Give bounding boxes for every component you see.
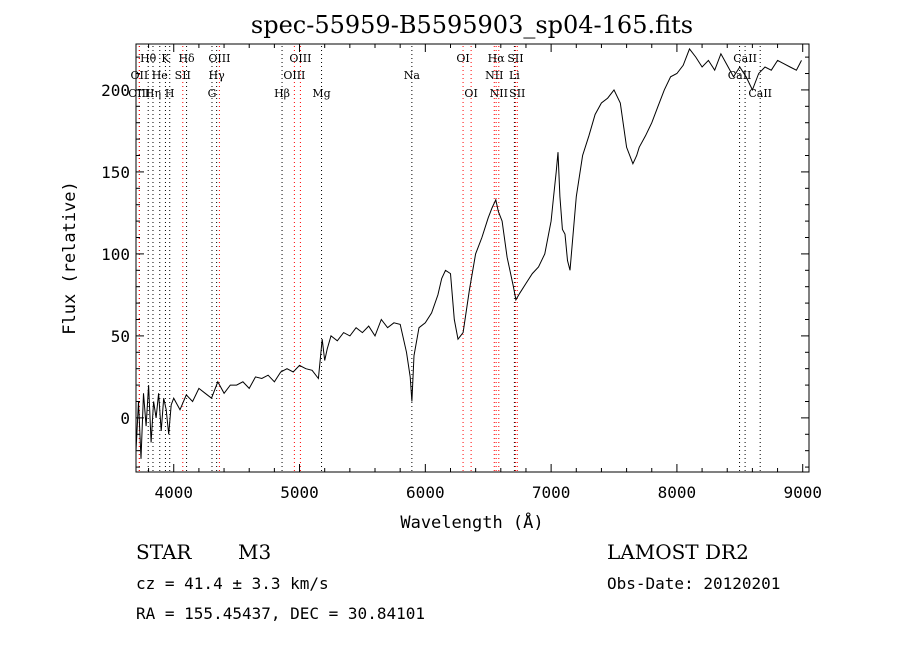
coordinates: RA = 155.45437, DEC = 30.84101 — [136, 604, 425, 623]
spectrum-plot: spec-55959-B5595903_sp04-165.fits 4000 50… — [60, 11, 822, 533]
spectral-line-label: CaII — [748, 87, 772, 100]
spectral-line-label: H — [165, 87, 175, 100]
survey-name: LAMOST DR2 — [607, 540, 749, 564]
spectral-line-label: Hγ — [209, 69, 226, 82]
spectral-line-label: OII — [131, 69, 149, 82]
spectral-line-label: G — [208, 87, 217, 100]
y-tick-label: 200 — [101, 81, 130, 100]
y-tick-label: 0 — [120, 409, 130, 428]
spectral-line-label: Na — [404, 69, 421, 82]
x-tick-label: 5000 — [280, 483, 319, 502]
spectral-line-label: K — [161, 52, 170, 65]
spectral-line-label: OIII — [128, 87, 150, 100]
spectral-line-label: OIII — [208, 52, 230, 65]
x-axis-label: Wavelength (Å) — [400, 511, 543, 533]
observation-date: Obs-Date: 20120201 — [607, 574, 781, 593]
x-tick-label: 7000 — [532, 483, 571, 502]
spectral-line-label: He — [152, 69, 168, 82]
y-tick-label: 100 — [101, 245, 130, 264]
redshift-value: cz = 41.4 ± 3.3 km/s — [136, 574, 329, 593]
spectral-line-label: Li — [509, 69, 520, 82]
spectral-line-label: SII — [509, 87, 525, 100]
spectral-line-label: NII — [485, 69, 503, 82]
spectral-line-label: SII — [175, 69, 191, 82]
spectral-line-markers — [138, 46, 761, 472]
spectral-line-label: OIII — [283, 69, 305, 82]
spectral-line-label: OIII — [289, 52, 311, 65]
spectral-line-label: NII — [490, 87, 508, 100]
axis-ticks: 4000 5000 6000 7000 8000 9000 0 50 100 150 200 — [101, 44, 822, 502]
spectral-line-label: Mg — [312, 87, 330, 100]
x-tick-label: 4000 — [154, 483, 193, 502]
spectral-line-label: Hβ — [274, 87, 290, 100]
object-subclass: M3 — [238, 540, 272, 564]
spectral-line-label: Hδ — [178, 52, 195, 65]
spectral-line-label: CaII — [728, 69, 752, 82]
spectral-line-label: Hη — [145, 87, 161, 100]
chart-title: spec-55959-B5595903_sp04-165.fits — [251, 11, 693, 39]
spectrum-series-line — [135, 47, 802, 459]
y-tick-label: 150 — [101, 163, 130, 182]
x-tick-label: 6000 — [406, 483, 445, 502]
spectral-line-label: Hα — [488, 52, 506, 65]
spectral-line-label: Hθ — [140, 52, 157, 65]
object-class: STAR — [136, 540, 192, 564]
y-axis-label: Flux (relative) — [60, 181, 80, 335]
plot-frame — [135, 43, 810, 473]
x-tick-label: 9000 — [783, 483, 822, 502]
spectral-line-label: SII — [507, 52, 523, 65]
x-tick-label: 8000 — [658, 483, 697, 502]
spectral-line-label: OI — [456, 52, 469, 65]
spectral-line-label: OI — [464, 87, 477, 100]
y-tick-label: 50 — [111, 327, 130, 346]
spectral-line-label: CaII — [733, 52, 757, 65]
